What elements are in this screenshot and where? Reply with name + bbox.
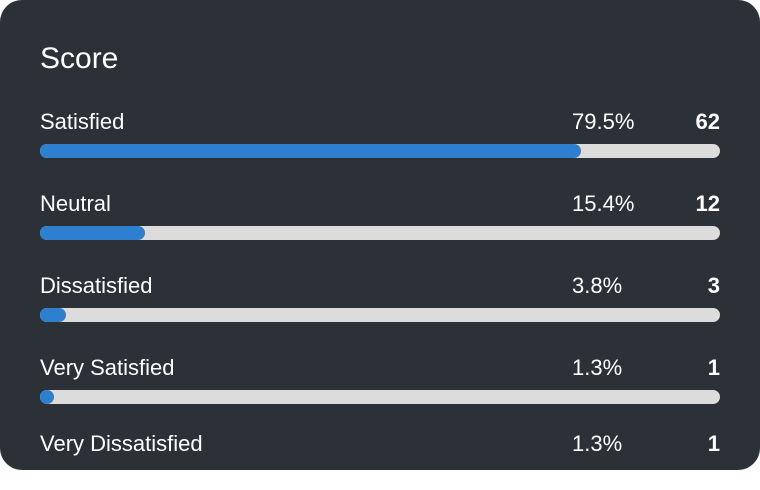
row-label: Very Dissatisfied: [40, 431, 203, 456]
row-percent: 15.4%: [572, 191, 635, 216]
row-percent: 1.3%: [572, 355, 623, 380]
progress-fill: [40, 226, 145, 240]
row-label: Very Satisfied: [40, 355, 175, 380]
progress-fill: [40, 390, 54, 404]
score-row-very-dissatisfied: Very Dissatisfied 1.3% 1: [40, 430, 720, 490]
progress-track: [40, 144, 720, 158]
row-count: 1: [707, 431, 720, 456]
card-title: Score: [40, 42, 119, 75]
row-percent: 79.5%: [572, 109, 635, 134]
score-card: Score Satisfied 79.5% 62 Neutral 15.4% 1…: [0, 0, 760, 470]
row-label: Dissatisfied: [40, 273, 153, 298]
row-label: Neutral: [40, 191, 111, 216]
row-label: Satisfied: [40, 109, 125, 134]
row-percent: 3.8%: [572, 273, 623, 298]
row-count: 62: [695, 109, 720, 134]
progress-track: [40, 226, 720, 240]
row-percent: 1.3%: [572, 431, 623, 456]
progress-track: [40, 390, 720, 404]
row-count: 3: [707, 273, 720, 298]
score-row-very-satisfied: Very Satisfied 1.3% 1: [40, 354, 720, 414]
score-row-neutral: Neutral 15.4% 12: [40, 190, 720, 250]
progress-track: [40, 308, 720, 322]
score-row-dissatisfied: Dissatisfied 3.8% 3: [40, 272, 720, 332]
score-row-satisfied: Satisfied 79.5% 62: [40, 108, 720, 168]
progress-fill: [40, 308, 66, 322]
progress-fill: [40, 144, 581, 158]
row-count: 1: [707, 355, 720, 380]
row-count: 12: [695, 191, 720, 216]
